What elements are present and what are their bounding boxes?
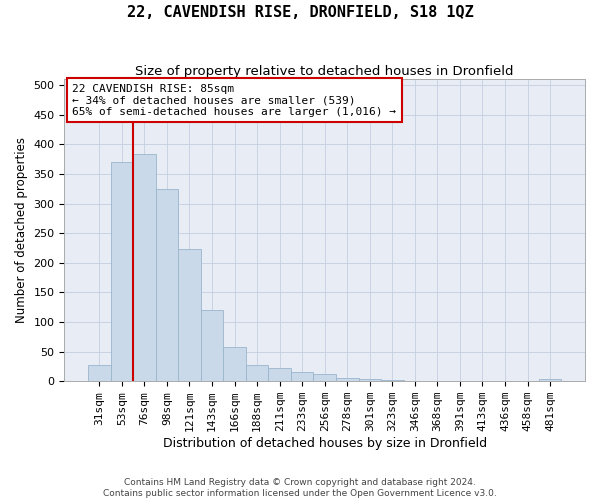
X-axis label: Distribution of detached houses by size in Dronfield: Distribution of detached houses by size … (163, 437, 487, 450)
Bar (539, 379, 562, 381)
Bar (426, 380, 449, 381)
Bar (155, 188, 178, 381)
Bar (381, 380, 404, 381)
Bar (88, 365, 110, 381)
Bar (359, 379, 381, 381)
Bar (133, 154, 155, 381)
Bar (516, 380, 539, 381)
Text: Contains HM Land Registry data © Crown copyright and database right 2024.
Contai: Contains HM Land Registry data © Crown c… (103, 478, 497, 498)
Text: 22 CAVENDISH RISE: 85sqm
← 34% of detached houses are smaller (539)
65% of semi-: 22 CAVENDISH RISE: 85sqm ← 34% of detach… (72, 84, 396, 117)
Bar (110, 162, 133, 381)
Bar (246, 365, 268, 381)
Bar (178, 249, 201, 381)
Text: 22, CAVENDISH RISE, DRONFIELD, S18 1QZ: 22, CAVENDISH RISE, DRONFIELD, S18 1QZ (127, 5, 473, 20)
Bar (336, 378, 359, 381)
Y-axis label: Number of detached properties: Number of detached properties (15, 137, 28, 323)
Bar (201, 310, 223, 381)
Bar (291, 372, 313, 381)
Bar (223, 348, 246, 381)
Title: Size of property relative to detached houses in Dronfield: Size of property relative to detached ho… (136, 65, 514, 78)
Bar (268, 368, 291, 381)
Bar (313, 374, 336, 381)
Bar (404, 380, 426, 381)
